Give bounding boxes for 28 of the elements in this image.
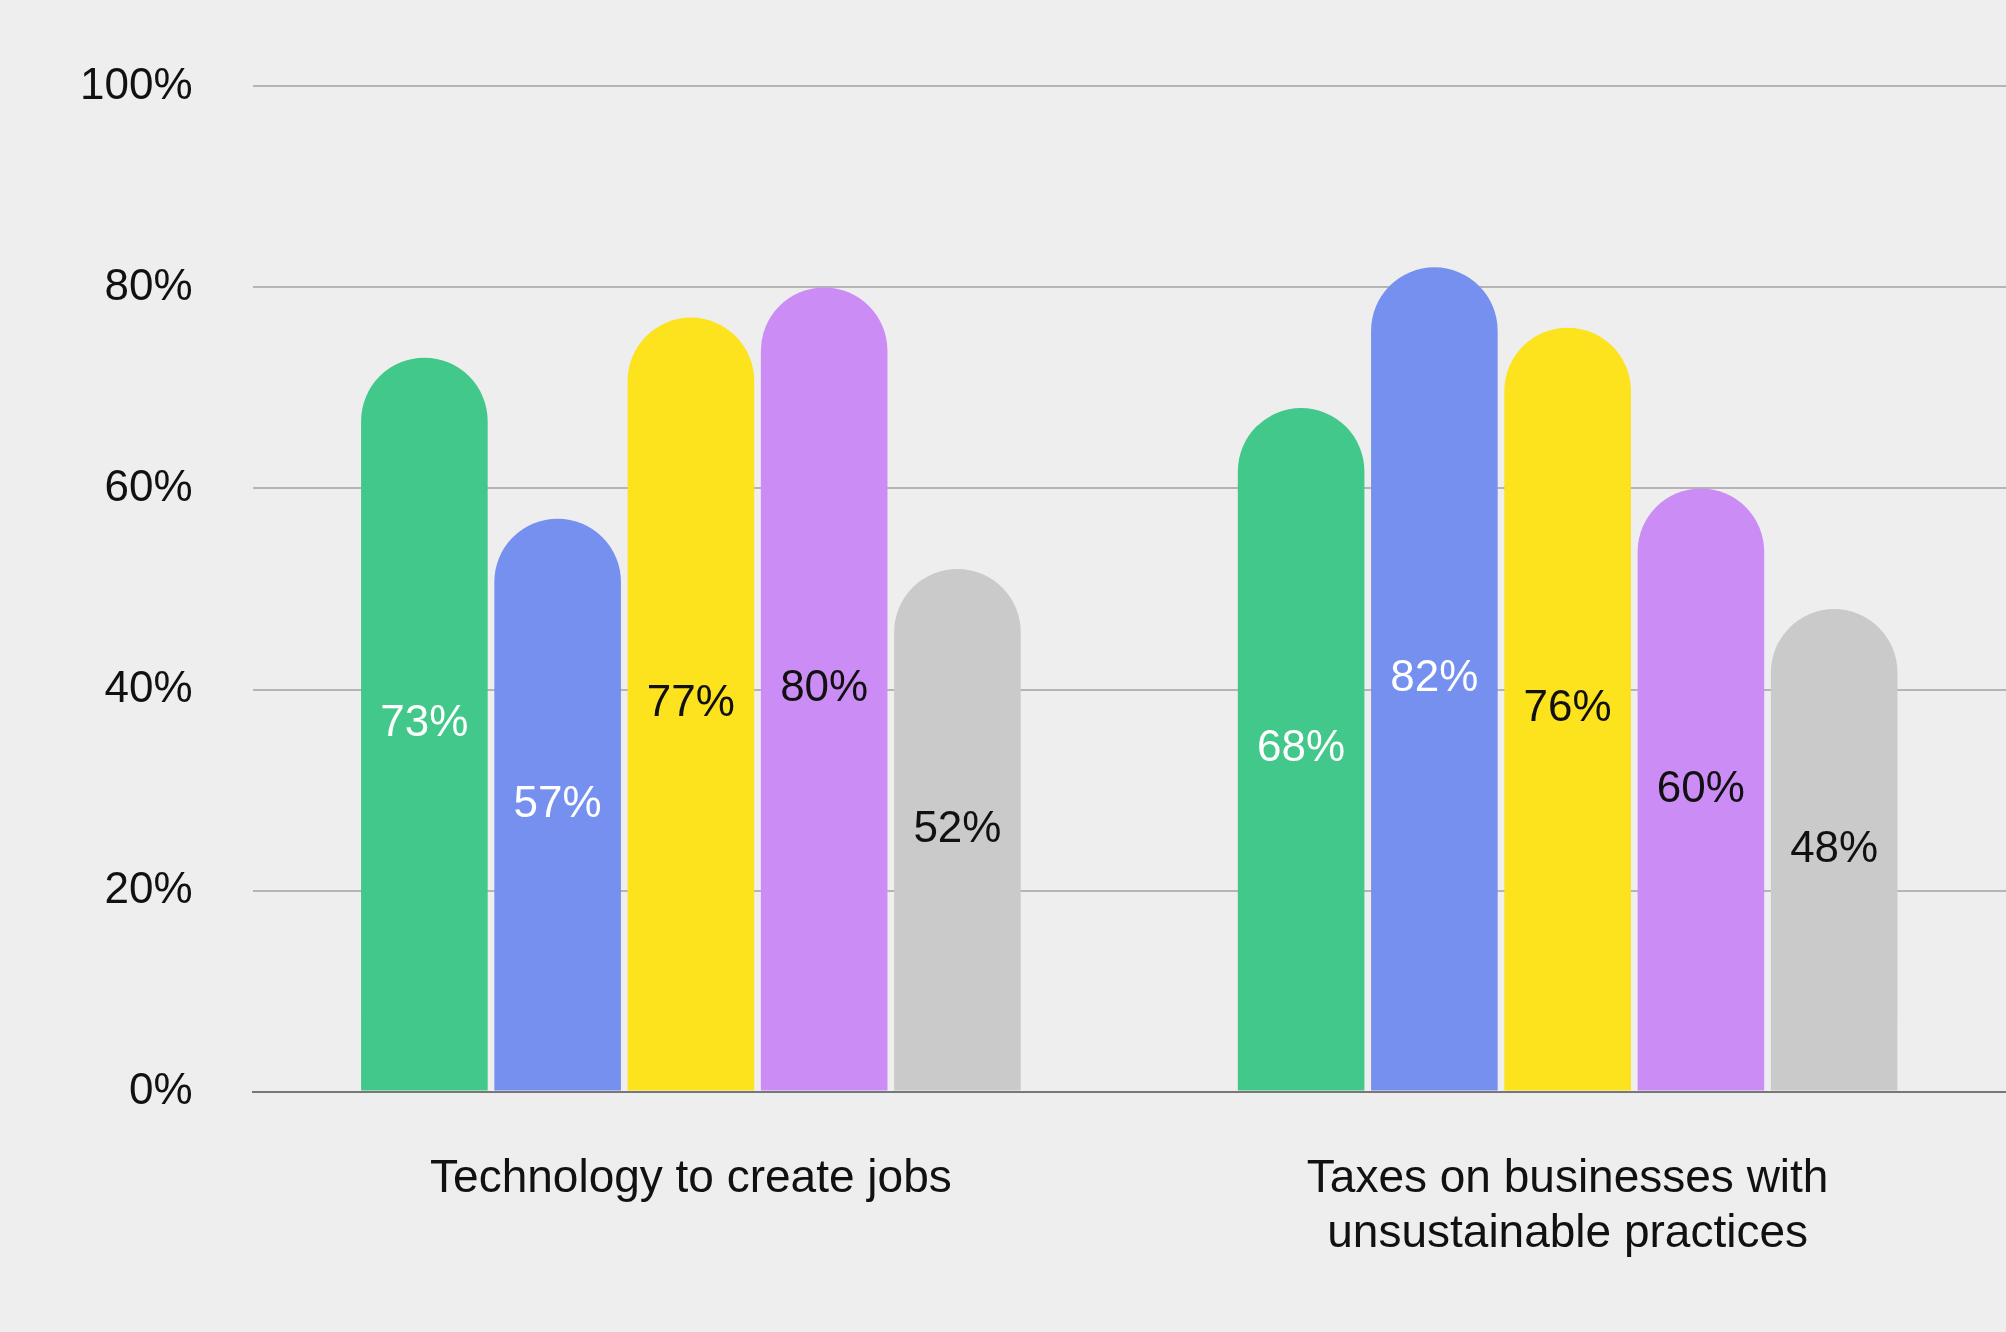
y-tick-label: 60%	[104, 460, 193, 510]
y-tick-label: 40%	[104, 661, 193, 711]
data-label: 57%	[513, 776, 602, 826]
x-tick-label: Taxes on businesses with unsustainable practices	[1306, 1149, 1829, 1258]
data-label: 68%	[1257, 721, 1346, 771]
data-label: 80%	[780, 661, 869, 711]
bar	[1637, 488, 1765, 1091]
x-tick-label: Technology to create jobs	[430, 1149, 952, 1202]
y-tick-label: 80%	[104, 259, 193, 309]
y-tick-label: 20%	[104, 862, 193, 912]
bar	[1504, 327, 1631, 1091]
y-tick-label: 100%	[79, 58, 193, 108]
data-label: 82%	[1390, 651, 1479, 701]
bar	[1770, 609, 1898, 1091]
data-label: 60%	[1656, 761, 1745, 811]
bar	[894, 568, 1021, 1091]
data-label: 77%	[646, 676, 735, 726]
data-label: 52%	[913, 801, 1002, 851]
bar	[1371, 267, 1498, 1091]
data-label: 48%	[1790, 821, 1879, 871]
bar	[760, 287, 888, 1091]
bar	[361, 357, 488, 1091]
bar	[627, 317, 755, 1091]
data-label: 76%	[1523, 681, 1612, 731]
y-tick-label: 0%	[128, 1063, 193, 1113]
bar	[494, 518, 621, 1091]
bar	[1237, 408, 1365, 1091]
data-label: 73%	[380, 696, 469, 746]
